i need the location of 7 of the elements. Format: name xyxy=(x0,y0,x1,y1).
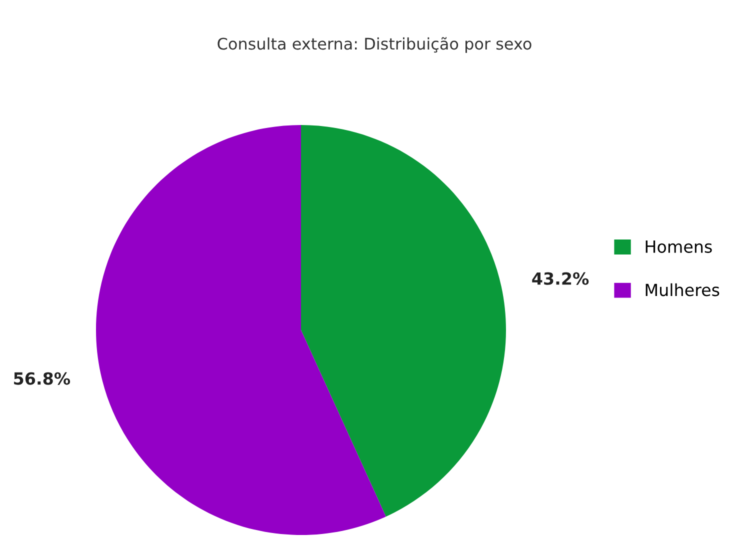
pie-slice xyxy=(301,125,506,517)
pie-slice xyxy=(96,125,386,535)
data-label: 56.8% xyxy=(14,372,70,385)
data-label: 43.2% xyxy=(532,272,589,285)
legend-label: Homens xyxy=(646,240,712,253)
chart-title: Consulta externa: Distribuição por sexo xyxy=(218,37,532,53)
legend-label: Mulheres xyxy=(646,283,720,296)
